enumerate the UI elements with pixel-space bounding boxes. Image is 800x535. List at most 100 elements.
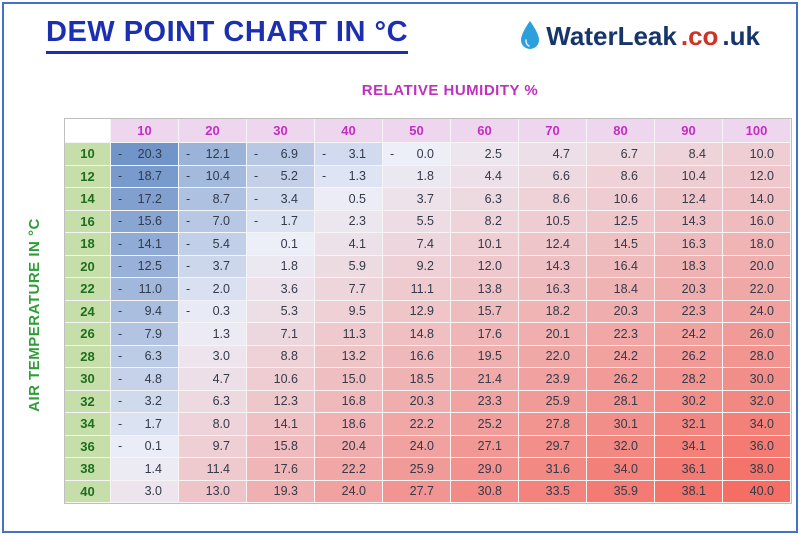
dew-point-value: 20.3 xyxy=(681,281,706,296)
dew-point-value: 14.1 xyxy=(273,416,298,431)
dew-point-cell: 30.0 xyxy=(723,368,791,391)
negative-sign: - xyxy=(118,439,123,454)
dew-point-cell: 22.0 xyxy=(723,278,791,301)
temperature-header-cell: 12 xyxy=(65,165,111,188)
dew-point-cell: 15.8 xyxy=(247,435,315,458)
dew-point-value: 28.1 xyxy=(613,394,638,409)
dew-point-value: 8.0 xyxy=(212,416,230,431)
dew-point-cell: - 1.7 xyxy=(111,413,179,436)
dew-point-cell: 23.3 xyxy=(451,390,519,413)
dew-point-value: 26.2 xyxy=(681,349,706,364)
dew-point-value: 14.1 xyxy=(137,236,162,251)
dew-point-value: 31.6 xyxy=(545,461,570,476)
dew-point-value: 5.2 xyxy=(280,169,298,184)
dew-point-cell: 9.5 xyxy=(315,300,383,323)
temperature-header-cell: 10 xyxy=(65,143,111,166)
dew-point-cell: - 0.0 xyxy=(383,143,451,166)
dew-point-value: 10.6 xyxy=(273,371,298,386)
dew-point-cell: -15.6 xyxy=(111,210,179,233)
dew-point-cell: 14.5 xyxy=(587,233,655,256)
dew-point-cell: 4.4 xyxy=(451,165,519,188)
dew-point-cell: 12.3 xyxy=(247,390,315,413)
dew-point-value: 10.4 xyxy=(681,169,706,184)
dew-point-value: 12.0 xyxy=(749,169,774,184)
dew-point-value: 26.0 xyxy=(749,326,774,341)
dew-point-cell: 24.0 xyxy=(315,480,383,503)
dew-point-value: 1.3 xyxy=(212,326,230,341)
dew-point-cell: -20.3 xyxy=(111,143,179,166)
dew-point-value: 3.1 xyxy=(348,146,366,161)
dew-point-value: 0.0 xyxy=(416,146,434,161)
dew-point-cell: - 1.7 xyxy=(247,210,315,233)
negative-sign: - xyxy=(118,371,123,386)
dew-point-value: 9.2 xyxy=(416,259,434,274)
dew-point-cell: 24.0 xyxy=(383,435,451,458)
dew-point-cell: -10.4 xyxy=(179,165,247,188)
dew-point-value: 11.3 xyxy=(342,326,366,341)
dew-point-cell: 20.4 xyxy=(315,435,383,458)
dew-point-value: 23.3 xyxy=(477,394,502,409)
dew-point-cell: 14.3 xyxy=(519,255,587,278)
dew-point-cell: 20.0 xyxy=(723,255,791,278)
dew-point-value: 5.9 xyxy=(348,259,366,274)
dew-point-cell: 8.6 xyxy=(587,165,655,188)
dew-point-cell: 34.0 xyxy=(723,413,791,436)
dew-point-cell: 13.8 xyxy=(451,278,519,301)
dew-point-cell: 22.2 xyxy=(383,413,451,436)
humidity-header-cell: 50 xyxy=(383,119,451,143)
dew-point-cell: 12.0 xyxy=(451,255,519,278)
dew-point-value: 3.0 xyxy=(144,484,162,499)
dew-point-cell: 12.4 xyxy=(519,233,587,256)
dew-point-value: 27.8 xyxy=(545,416,570,431)
humidity-header-cell: 100 xyxy=(723,119,791,143)
dew-point-cell: 1.8 xyxy=(383,165,451,188)
dew-point-cell: 20.1 xyxy=(519,323,587,346)
dew-point-value: 10.4 xyxy=(205,169,230,184)
negative-sign: - xyxy=(186,281,191,296)
dew-point-value: 40.0 xyxy=(749,484,774,499)
dew-point-cell: - 7.0 xyxy=(179,210,247,233)
dew-point-value: 18.0 xyxy=(749,236,774,251)
dew-point-cell: 34.1 xyxy=(655,435,723,458)
dew-point-cell: 16.3 xyxy=(655,233,723,256)
dew-point-value: 17.2 xyxy=(137,191,162,206)
dew-point-cell: 27.7 xyxy=(383,480,451,503)
dew-point-value: 1.7 xyxy=(144,416,162,431)
dew-point-value: 8.6 xyxy=(552,191,570,206)
dew-point-cell: - 2.0 xyxy=(179,278,247,301)
dew-point-cell: 10.5 xyxy=(519,210,587,233)
dew-point-value: 22.0 xyxy=(545,349,570,364)
negative-sign: - xyxy=(322,169,327,184)
dew-point-cell: 9.7 xyxy=(179,435,247,458)
dew-point-cell: 40.0 xyxy=(723,480,791,503)
dew-point-cell: 16.0 xyxy=(723,210,791,233)
dew-point-cell: - 8.7 xyxy=(179,188,247,211)
dew-point-value: 10.5 xyxy=(545,214,570,229)
dew-point-cell: - 9.4 xyxy=(111,300,179,323)
dew-point-value: 7.1 xyxy=(280,326,298,341)
dew-point-value: 28.2 xyxy=(681,371,706,386)
dew-point-cell: 14.0 xyxy=(723,188,791,211)
dew-point-value: 16.4 xyxy=(613,259,638,274)
dew-point-cell: 12.0 xyxy=(723,165,791,188)
dew-point-value: 4.7 xyxy=(212,371,230,386)
dew-point-value: 24.0 xyxy=(749,304,774,319)
dew-point-cell: -18.7 xyxy=(111,165,179,188)
dew-point-value: 6.9 xyxy=(280,146,298,161)
negative-sign: - xyxy=(118,146,123,161)
dew-point-value: 11.4 xyxy=(206,461,230,476)
dew-point-value: 26.2 xyxy=(613,371,638,386)
dew-point-value: 0.5 xyxy=(348,191,366,206)
dew-point-cell: 8.4 xyxy=(655,143,723,166)
dew-point-cell: - 3.4 xyxy=(247,188,315,211)
dew-point-value: 5.5 xyxy=(416,214,434,229)
dew-point-value: 4.8 xyxy=(144,371,162,386)
dew-point-cell: 16.6 xyxy=(383,345,451,368)
dew-point-value: 4.4 xyxy=(484,169,502,184)
dew-point-cell: 24.2 xyxy=(587,345,655,368)
negative-sign: - xyxy=(390,146,395,161)
temperature-header-cell: 30 xyxy=(65,368,111,391)
dew-point-value: 28.0 xyxy=(749,349,774,364)
dew-point-cell: 12.4 xyxy=(655,188,723,211)
dew-point-value: 18.3 xyxy=(681,259,706,274)
